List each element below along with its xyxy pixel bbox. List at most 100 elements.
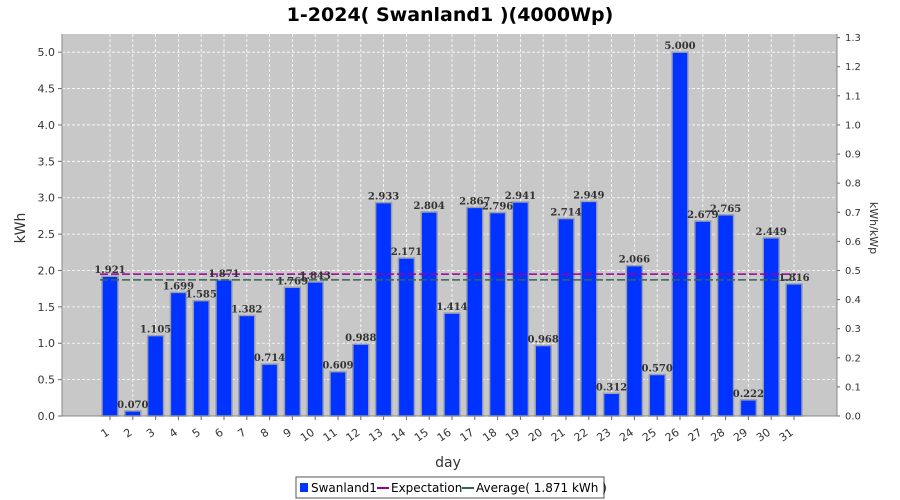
data-label: 1.816 xyxy=(778,273,809,284)
data-label: 2.804 xyxy=(414,201,445,212)
bar xyxy=(101,275,119,417)
x-tick-label: 6 xyxy=(213,426,226,441)
y-tick-label: 2.0 xyxy=(38,264,56,277)
data-label: 0.570 xyxy=(642,364,673,375)
data-label: 2.449 xyxy=(756,227,787,238)
data-label: 0.988 xyxy=(345,333,376,344)
y-tick-label: 5.0 xyxy=(38,46,56,59)
x-tick-label: 28 xyxy=(708,426,727,445)
x-tick-label: 26 xyxy=(663,426,682,445)
legend-box xyxy=(295,476,605,499)
bar xyxy=(329,370,347,417)
data-label: 1.105 xyxy=(140,325,171,336)
y2-axis-label: kWh/kWp xyxy=(867,202,880,254)
bar xyxy=(739,399,758,417)
bar xyxy=(238,314,256,417)
bar xyxy=(625,264,644,417)
x-tick-label: 18 xyxy=(480,426,499,445)
reference-lines xyxy=(100,273,796,281)
x-tick-label: 5 xyxy=(190,426,203,441)
y2-tick-label: 0.9 xyxy=(845,150,861,161)
legend-item-expectation: Expectation xyxy=(391,481,462,495)
x-tick-label: 20 xyxy=(526,426,545,445)
data-label: 1.843 xyxy=(300,271,331,282)
data-label: 2.765 xyxy=(710,204,741,215)
bar xyxy=(374,201,393,417)
y2-tick-label: 1.1 xyxy=(845,91,861,102)
bar xyxy=(648,373,666,417)
x-tick-label: 16 xyxy=(435,426,454,445)
y2-tick-label: 0.7 xyxy=(845,208,861,219)
bar xyxy=(215,279,233,417)
y-tick-label: 3.5 xyxy=(38,155,56,168)
bar xyxy=(169,291,188,417)
x-tick-label: 10 xyxy=(298,426,317,445)
bar xyxy=(352,343,370,417)
data-label: 1.769 xyxy=(277,276,308,287)
bar xyxy=(785,283,803,417)
bar xyxy=(420,211,438,417)
x-tick-label: 3 xyxy=(144,426,157,441)
bar xyxy=(580,200,598,417)
y2-tick-label: 1.3 xyxy=(845,33,861,44)
bar xyxy=(192,299,210,417)
x-tick-label: 31 xyxy=(777,426,796,445)
y-tick-label: 2.5 xyxy=(38,228,56,241)
x-tick-label: 12 xyxy=(344,426,363,445)
bar xyxy=(694,220,712,417)
bar xyxy=(511,201,530,417)
bar xyxy=(762,237,780,417)
y-tick-label: 3.0 xyxy=(38,192,56,205)
bar xyxy=(466,206,484,417)
x-tick-label: 4 xyxy=(167,426,180,441)
x-tick-label: 2 xyxy=(121,426,134,441)
data-label: 0.312 xyxy=(596,382,627,393)
data-label: 2.171 xyxy=(391,247,422,258)
bar xyxy=(306,281,324,417)
bar xyxy=(146,334,165,417)
bar xyxy=(716,214,735,417)
x-tick-label: 23 xyxy=(594,426,613,445)
bar xyxy=(443,312,461,417)
data-label: 2.066 xyxy=(619,255,650,266)
x-tick-label: 25 xyxy=(640,426,659,445)
x-tick-label: 11 xyxy=(321,426,340,445)
bar xyxy=(124,410,142,417)
data-label: 0.714 xyxy=(254,353,285,364)
chart-title: 1-2024( Swanland1 )(4000Wp) xyxy=(287,4,614,26)
data-label: 2.933 xyxy=(368,192,399,203)
data-label: 0.968 xyxy=(528,335,559,346)
data-label: 2.941 xyxy=(505,191,536,202)
x-tick-label: 21 xyxy=(549,426,568,445)
y-tick-label: 1.5 xyxy=(38,301,56,314)
bar xyxy=(397,257,416,417)
x-tick-label: 7 xyxy=(235,426,248,441)
x-tick-label: 24 xyxy=(617,426,636,445)
data-label: 1.921 xyxy=(94,265,125,276)
data-label: 0.222 xyxy=(733,389,764,400)
legend-item-swanland1: Swanland1 xyxy=(311,481,377,495)
x-tick-label: 15 xyxy=(412,426,431,445)
data-label: 1.414 xyxy=(436,302,467,313)
data-label: 0.070 xyxy=(117,400,148,411)
data-label: 2.679 xyxy=(687,210,718,221)
data-label: 1.585 xyxy=(186,290,217,301)
x-axis-label: day xyxy=(435,455,461,471)
data-label: 5.000 xyxy=(664,41,695,52)
bar xyxy=(283,286,302,417)
bar xyxy=(488,211,507,417)
bar xyxy=(557,217,575,417)
y-tick-label: 1.0 xyxy=(38,337,56,350)
y2-tick-label: 1.0 xyxy=(845,120,861,131)
y-tick-label: 0.0 xyxy=(38,410,56,423)
y-tick-label: 4.5 xyxy=(38,83,56,96)
x-tick-label: 29 xyxy=(731,426,750,445)
data-label: 2.949 xyxy=(573,190,604,201)
legend-item-average: Average( 1.871 kWh ) xyxy=(476,481,607,495)
y-axis-label: kWh xyxy=(13,213,29,244)
y2-tick-label: 0.4 xyxy=(845,295,861,306)
y2-tick-label: 0.5 xyxy=(845,266,861,277)
bar xyxy=(534,344,552,417)
